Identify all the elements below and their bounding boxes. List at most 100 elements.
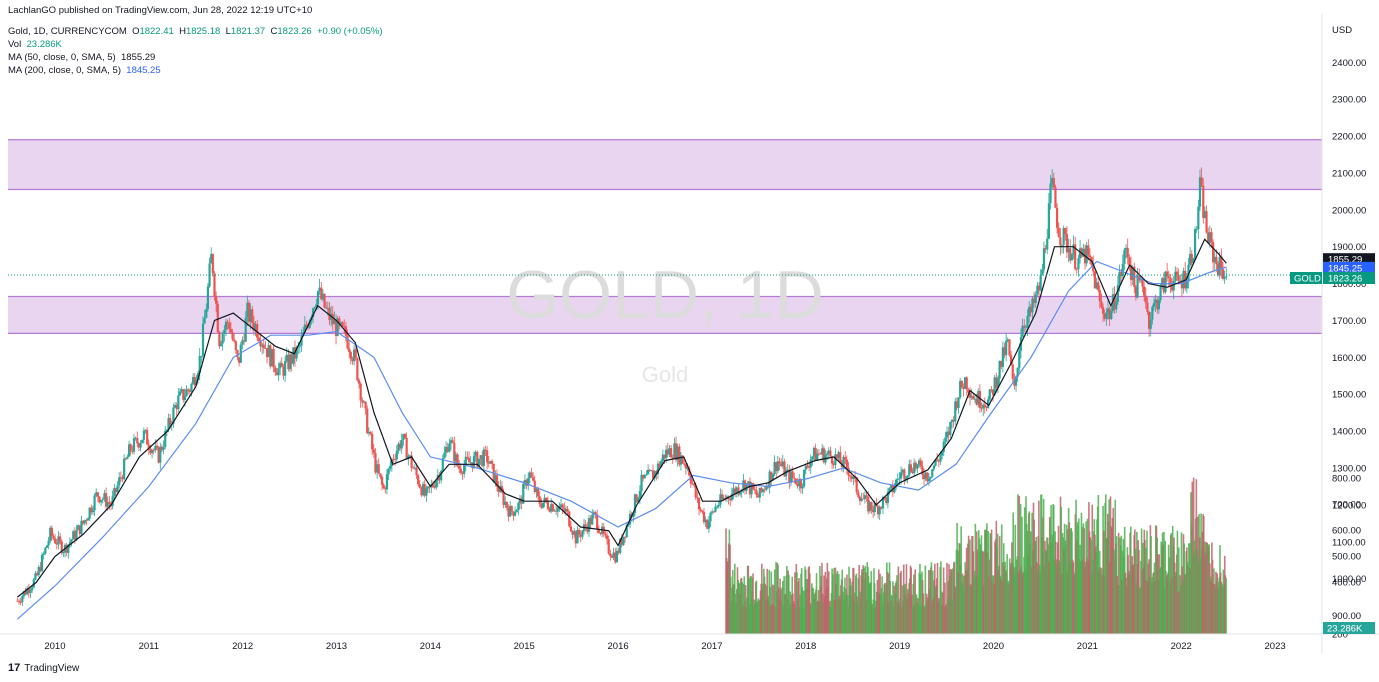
ohlc-l-label: L [225,26,231,37]
candle-body [512,511,515,516]
candle-body [530,472,533,478]
candle-body [1202,185,1205,218]
candle-body [1139,279,1142,281]
candle-body [249,309,252,322]
candle-body [605,535,609,540]
candle-body [959,380,962,398]
volume-bar [900,570,902,634]
ohlc-change: +0.90 (+0.05%) [317,26,383,37]
candle-body [144,429,147,431]
candle-body [292,347,295,364]
candle-body [211,254,214,274]
candle-body [1169,278,1172,287]
candle-body [147,444,150,449]
candle-body [136,437,139,444]
legend-symbol[interactable]: Gold, 1D, CURRENCYCOM [8,26,127,37]
candle-body [807,467,811,468]
candle-body [70,539,73,543]
candle-body [321,293,324,300]
candle-body [568,511,571,527]
candle-body [780,463,783,467]
candle-body [944,437,947,442]
candle-body [1151,306,1154,320]
candle-body [1062,228,1065,245]
candle-body [533,480,536,493]
tradingview-brand[interactable]: 17 TradingView [8,662,79,674]
candle-body [538,496,541,504]
candle-body [747,481,750,484]
candle-body [410,455,413,468]
candle-body [398,443,402,449]
candle-body [755,490,758,496]
candle-body [183,396,187,400]
candle-body [778,461,781,464]
candle-body [1159,285,1162,301]
candle-body [1205,211,1208,233]
y-tick-label: 1400.00 [1332,427,1366,438]
candle-body [1054,187,1057,208]
candle-body [1059,237,1062,246]
symbol-tag [1290,272,1322,285]
candle-body [650,470,653,472]
candle-body [377,464,380,474]
candle-body [1067,248,1070,253]
candle-body [1065,234,1069,253]
candle-body [201,323,205,356]
candle-body [392,459,395,460]
candle-body [970,396,973,398]
candle-body [119,477,122,479]
candle-body [934,459,937,466]
candle-body [604,533,607,536]
candle-body [343,326,346,327]
candle-body [146,429,149,445]
vol-label[interactable]: Vol [8,39,22,50]
candle-body [1016,367,1019,377]
candle-body [1029,306,1032,313]
ma50-label[interactable]: MA (50, close, 0, SMA, 5) [8,52,116,63]
candle-body [203,317,206,324]
ma200-label[interactable]: MA (200, close, 0, SMA, 5) [8,65,121,76]
candle-body [142,430,145,440]
candle-body [574,531,577,544]
zone-0 [8,139,1322,190]
candle-body [952,419,955,422]
volume-bar [1060,506,1062,634]
candle-body [765,485,768,490]
candle-body [17,600,21,602]
candle-body [57,536,60,545]
candle-body [1092,264,1095,272]
candle-body [385,474,389,490]
candle-body [775,461,778,472]
candle-body [748,481,752,495]
candle-body [448,443,451,452]
candle-body [781,461,784,467]
candle-body [720,494,724,500]
candle-body [111,496,114,507]
candle-body [707,521,710,529]
candle-body [338,318,341,324]
candle-body [689,475,692,484]
legend-volume-row: Vol 23.286K [8,39,62,50]
candle-body [1162,278,1165,293]
candle-body [732,488,735,494]
volume-tick-label: 600.00 [1332,526,1361,537]
symbol-tag-text: GOLD [1294,274,1321,285]
y-tick-label: 1700.00 [1332,316,1366,327]
candle-body [706,519,709,529]
candle-body [1095,282,1098,289]
candle-body [513,512,517,516]
candle-body [349,351,352,360]
candle-body [274,367,277,373]
candle-body [218,331,221,347]
candle-body [768,471,771,488]
y-tick-label: 1300.00 [1332,464,1366,475]
candle-body [839,452,842,464]
candle-body [141,439,144,443]
candle-body [1121,263,1124,277]
candle-body [517,503,520,511]
candle-body [826,453,829,456]
candle-body [198,356,201,374]
vol-value: 23.286K [26,39,62,50]
candle-body [242,340,246,342]
